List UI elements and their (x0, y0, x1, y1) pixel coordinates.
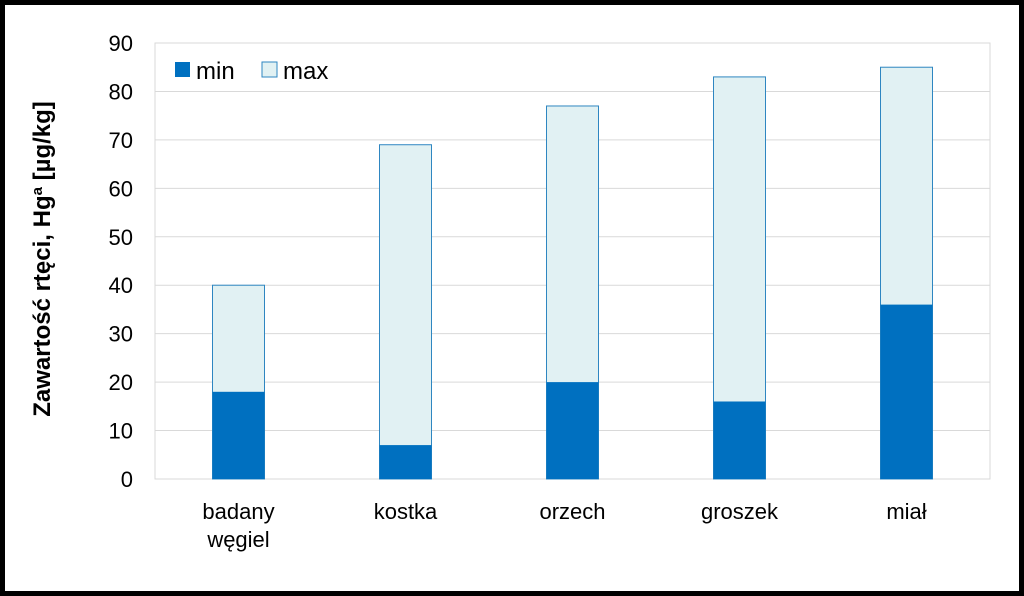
x-axis-categories: badany węgiel kostka orzech groszek miał (202, 499, 926, 552)
y-tick-label: 10 (109, 419, 133, 444)
y-tick-label: 40 (109, 273, 133, 298)
y-axis-label-superscript: a (29, 186, 46, 195)
x-category-label: orzech (539, 499, 605, 524)
y-axis-label-text: Zawartość rtęci, Hg (29, 195, 56, 416)
y-tick-label: 80 (109, 79, 133, 104)
y-tick-label: 50 (109, 225, 133, 250)
y-tick-label: 0 (121, 467, 133, 492)
legend-label: max (283, 58, 328, 85)
y-axis-label: Zawartość rtęci, Hga [µg/kg] (29, 101, 57, 417)
bar-min (546, 382, 599, 479)
y-axis-ticks: 0 10 20 30 40 50 60 70 80 90 (109, 31, 133, 492)
y-tick-label: 70 (109, 128, 133, 153)
bar-min (212, 391, 265, 479)
x-category-label: groszek (701, 499, 779, 524)
x-category-label: kostka (374, 499, 438, 524)
y-tick-label: 20 (109, 370, 133, 395)
bar-min (713, 401, 766, 479)
legend-swatch (175, 62, 190, 77)
y-axis-label-unit: [µg/kg] (29, 101, 56, 187)
y-tick-label: 60 (109, 176, 133, 201)
y-tick-label: 30 (109, 322, 133, 347)
bars (212, 66, 933, 480)
legend-swatch (261, 61, 278, 78)
x-category-label: miał (886, 499, 926, 524)
legend-label: min (196, 58, 235, 85)
bar-min (379, 445, 432, 479)
bar-min (880, 304, 933, 479)
legend: min max (175, 58, 328, 85)
bar-max (379, 144, 432, 480)
x-category-label: badany węgiel (202, 499, 274, 552)
y-tick-label: 90 (109, 31, 133, 56)
